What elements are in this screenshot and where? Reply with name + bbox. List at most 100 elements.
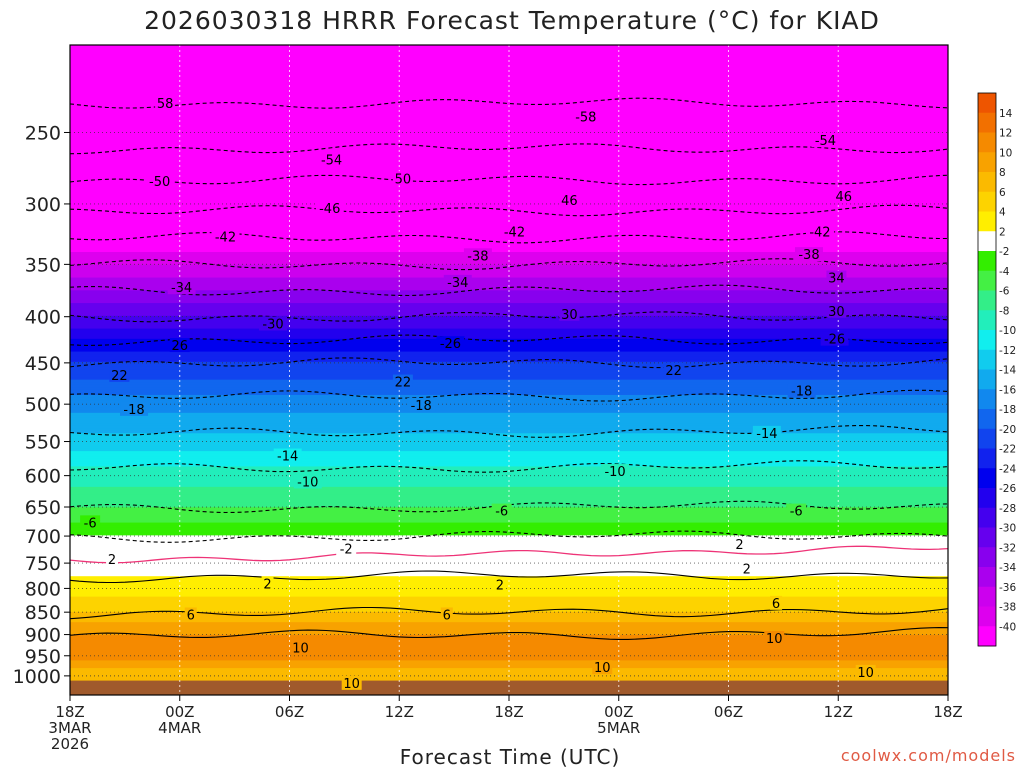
temperature-band <box>70 308 948 312</box>
contour-label: 46 <box>561 194 578 209</box>
temperature-band <box>70 241 948 245</box>
colorbar-label: -14 <box>999 365 1016 377</box>
colorbar-label: 8 <box>999 167 1006 179</box>
temperature-band <box>70 86 948 90</box>
colorbar-swatch <box>978 448 996 469</box>
contour-label: 46 <box>835 190 852 205</box>
colorbar-swatch <box>978 626 996 647</box>
contour-label-bg <box>805 224 834 239</box>
temperature-band <box>70 346 948 350</box>
contour-label-bg <box>293 474 322 489</box>
contour-label: 2 <box>743 562 751 577</box>
contour-label: 6 <box>443 608 451 623</box>
temperature-band <box>70 106 948 110</box>
temperature-band <box>70 277 948 281</box>
temperature-band <box>70 38 948 41</box>
temperature-band <box>70 132 948 136</box>
temperature-band <box>70 601 948 605</box>
ground-strip <box>70 680 948 695</box>
colorbar-label: -30 <box>999 523 1016 535</box>
contour-label: 58 <box>157 97 174 112</box>
colorbar-swatch <box>978 468 996 489</box>
contour-label: -2 <box>340 543 353 558</box>
contour-label: 22 <box>395 376 412 391</box>
colorbar-swatch <box>978 270 996 291</box>
y-tick-label: 350 <box>25 254 61 276</box>
colorbar-label: -8 <box>999 305 1009 317</box>
colorbar-swatch <box>978 507 996 528</box>
temperature-band <box>70 162 948 166</box>
temperature-band <box>70 175 948 179</box>
contour-label: 6 <box>187 608 195 623</box>
temperature-band <box>70 456 948 460</box>
temperature-band <box>70 476 948 480</box>
y-tick-label: 550 <box>25 432 61 454</box>
contour-label-bg <box>155 96 176 111</box>
y-tick-label: 900 <box>25 625 61 647</box>
x-tick-label: 4MAR <box>158 719 201 737</box>
colorbar-label: 4 <box>999 207 1006 219</box>
x-tick-label: 12Z <box>824 703 853 721</box>
contour-label: 10 <box>594 661 611 676</box>
temperature-band <box>70 642 948 646</box>
contour-label: -18 <box>123 403 144 418</box>
colorbar-swatch <box>978 112 996 133</box>
colorbar-label: -2 <box>999 246 1009 258</box>
temperature-band <box>70 377 948 381</box>
contour-label: 10 <box>292 641 309 656</box>
contour-label: 2 <box>496 578 504 593</box>
temperature-band <box>70 662 948 667</box>
temperature-band <box>70 652 948 656</box>
colorbar-swatch <box>978 290 996 311</box>
isotherm-line <box>70 627 948 640</box>
contour-label-bg <box>794 247 823 262</box>
temperature-band <box>70 537 948 542</box>
temperature-band <box>70 336 948 340</box>
colorbar-label: -16 <box>999 384 1016 396</box>
temperature-band <box>70 157 948 161</box>
temperature-band <box>70 440 948 445</box>
temperature-band <box>70 111 948 115</box>
y-tick-label: 400 <box>25 307 61 329</box>
credit-link[interactable]: coolwx.com/models <box>840 746 1016 765</box>
contour-label-bg <box>317 152 346 167</box>
temperature-band <box>70 40 948 43</box>
temperature-band <box>70 126 948 131</box>
temperature-band <box>70 303 948 307</box>
contour-label: -54 <box>321 154 342 169</box>
temperature-band <box>70 596 948 600</box>
temperature-band <box>70 47 948 51</box>
temperature-band <box>70 142 948 146</box>
contour-label-bg <box>820 331 849 346</box>
temperature-band <box>70 522 948 526</box>
x-tick-label: 18Z <box>933 703 962 721</box>
temperature-band <box>70 555 948 559</box>
temperature-band <box>70 435 948 439</box>
temperature-band <box>70 412 948 416</box>
contour-label: -10 <box>604 465 625 480</box>
temperature-band <box>70 272 948 276</box>
colorbar-swatch <box>978 369 996 390</box>
contour-label-bg <box>764 631 785 646</box>
contour-label-bg <box>273 448 302 463</box>
temperature-band <box>70 81 948 85</box>
temperature-band <box>70 532 948 536</box>
colorbar-swatch <box>978 251 996 272</box>
temperature-band <box>70 571 948 575</box>
x-tick-label: 18Z <box>494 703 523 721</box>
colorbar-swatch <box>978 527 996 548</box>
colorbar-swatch <box>978 349 996 370</box>
chart-title: 2026030318 HRRR Forecast Temperature (°C… <box>144 6 880 35</box>
temperature-band <box>70 675 948 679</box>
temperature-band <box>70 586 948 590</box>
colorbar: 14 12 10 8 6 4 2 -2 -4 -6 -8 -10 -12 -14 -16 -18 -20 -22 -… <box>977 92 1016 647</box>
temperature-band <box>70 55 948 59</box>
contour-label-bg <box>120 401 149 416</box>
temperature-band <box>70 313 948 317</box>
temperature-band <box>70 183 948 187</box>
y-tick-label: 750 <box>25 553 61 575</box>
colorbar-label: -22 <box>999 444 1016 456</box>
colorbar-swatch <box>978 310 996 331</box>
temperature-band <box>70 246 948 251</box>
